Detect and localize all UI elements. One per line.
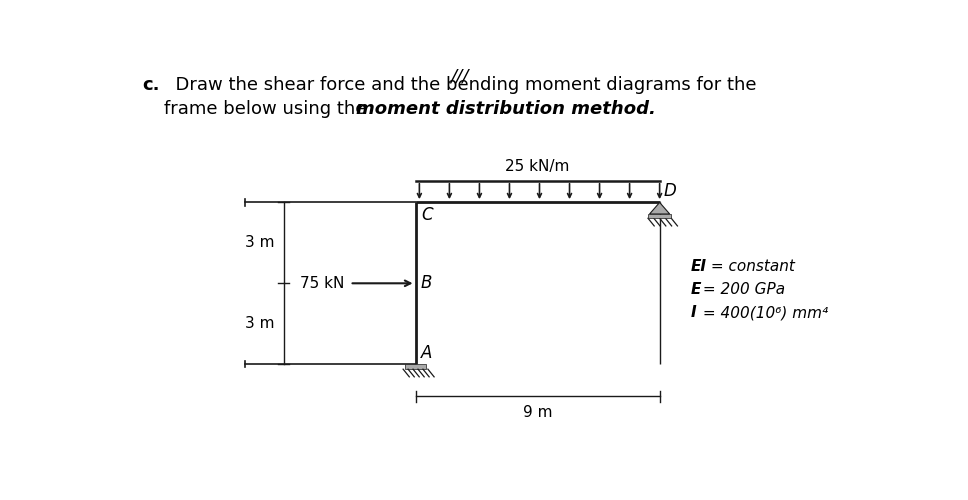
Polygon shape [650, 202, 670, 214]
Text: = constant: = constant [706, 259, 795, 274]
Bar [648, 214, 671, 218]
Text: c.: c. [142, 76, 160, 94]
Text: A: A [421, 344, 433, 362]
Text: 3 m: 3 m [245, 316, 275, 331]
Text: E: E [690, 282, 701, 297]
Text: B: B [421, 274, 433, 292]
Text: ///: /// [450, 68, 469, 86]
Text: 3 m: 3 m [245, 236, 275, 250]
Bar [405, 364, 426, 369]
Text: 75 kN: 75 kN [300, 276, 345, 291]
Text: 25 kN/m: 25 kN/m [505, 159, 570, 174]
Text: moment distribution method.: moment distribution method. [356, 100, 655, 118]
Text: Draw the shear force and the bending moment diagrams for the: Draw the shear force and the bending mom… [164, 76, 756, 94]
Text: C: C [421, 206, 433, 224]
Text: = 400(10⁶) mm⁴: = 400(10⁶) mm⁴ [698, 305, 829, 320]
Text: frame below using the: frame below using the [164, 100, 372, 118]
Text: D: D [663, 182, 677, 200]
Text: I: I [690, 305, 696, 320]
Text: = 200 GPa: = 200 GPa [698, 282, 785, 297]
Text: 9 m: 9 m [523, 405, 553, 420]
Text: EI: EI [690, 259, 707, 274]
